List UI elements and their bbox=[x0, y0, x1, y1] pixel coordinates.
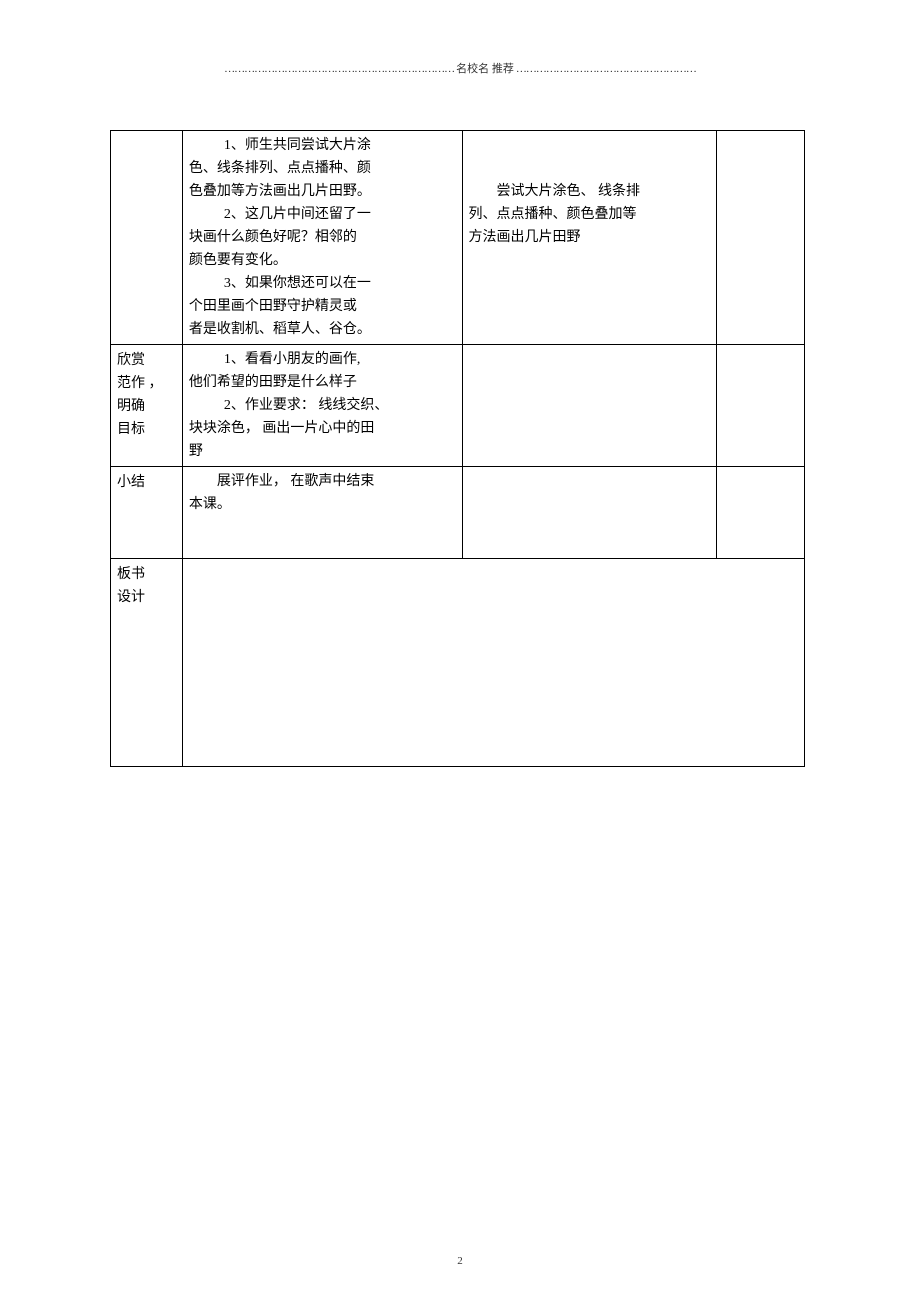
row1-col3: 尝试大片涂色、 线条排 列、点点播种、颜色叠加等 方法画出几片田野 bbox=[462, 131, 717, 345]
cell-text: 块画什么颜色好呢？相邻的 bbox=[189, 226, 456, 249]
cell-text: 2、作业要求： 线线交织、 bbox=[189, 394, 456, 417]
cell-text: 1、看看小朋友的画作, bbox=[189, 348, 456, 371]
cell-text: 列、点点播种、颜色叠加等 bbox=[469, 203, 711, 226]
cell-text: 个田里画个田野守护精灵或 bbox=[189, 295, 456, 318]
cell-text: 目标 bbox=[117, 418, 176, 441]
row1-col2: 1、师生共同尝试大片涂 色、线条排列、点点播种、颜 色叠加等方法画出几片田野。 … bbox=[182, 131, 462, 345]
cell-text: 明确 bbox=[117, 395, 176, 418]
row4-col1: 板书 设计 bbox=[111, 559, 183, 767]
cell-text: 1、师生共同尝试大片涂 bbox=[189, 134, 456, 157]
cell-text: 野 bbox=[189, 440, 456, 463]
cell-text: 颜色要有变化。 bbox=[189, 249, 456, 272]
header-dots-left: …………………………………………………………… bbox=[224, 63, 454, 75]
row2-col3 bbox=[462, 345, 717, 467]
cell-text: 方法画出几片田野 bbox=[469, 226, 711, 249]
row2-col2: 1、看看小朋友的画作, 他们希望的田野是什么样子 2、作业要求： 线线交织、 块… bbox=[182, 345, 462, 467]
page-header: ……………………………………………………………名校名 推荐……………………………… bbox=[0, 60, 920, 76]
cell-text: 欣赏 bbox=[117, 349, 176, 372]
cell-text: 色叠加等方法画出几片田野。 bbox=[189, 180, 456, 203]
cell-text: 2、这几片中间还留了一 bbox=[189, 203, 456, 226]
row4-col2 bbox=[182, 559, 804, 767]
row3-col3 bbox=[462, 467, 717, 559]
cell-text: 者是收割机、稻草人、谷仓。 bbox=[189, 318, 456, 341]
row2-col4 bbox=[717, 345, 805, 467]
cell-text: 范作 ， bbox=[117, 372, 176, 395]
row3-col4 bbox=[717, 467, 805, 559]
table-row: 欣赏 范作 ， 明确 目标 1、看看小朋友的画作, 他们希望的田野是什么样子 2… bbox=[111, 345, 805, 467]
cell-text: 块块涂色， 画出一片心中的田 bbox=[189, 417, 456, 440]
row2-col1: 欣赏 范作 ， 明确 目标 bbox=[111, 345, 183, 467]
spacer bbox=[469, 134, 711, 180]
row1-col4 bbox=[717, 131, 805, 345]
row3-col1: 小结 bbox=[111, 467, 183, 559]
lesson-plan-table: 1、师生共同尝试大片涂 色、线条排列、点点播种、颜 色叠加等方法画出几片田野。 … bbox=[110, 130, 805, 767]
cell-text: 色、线条排列、点点播种、颜 bbox=[189, 157, 456, 180]
header-dots-right: ……………………………………………… bbox=[516, 63, 696, 75]
row1-col1 bbox=[111, 131, 183, 345]
cell-text: 他们希望的田野是什么样子 bbox=[189, 371, 456, 394]
cell-text: 尝试大片涂色、 线条排 bbox=[469, 180, 711, 203]
cell-text: 展评作业， 在歌声中结束 bbox=[189, 470, 456, 493]
cell-text: 本课。 bbox=[189, 493, 456, 516]
main-table: 1、师生共同尝试大片涂 色、线条排列、点点播种、颜 色叠加等方法画出几片田野。 … bbox=[110, 130, 805, 767]
cell-text: 设计 bbox=[117, 586, 176, 609]
header-text: 名校名 推荐 bbox=[456, 60, 514, 76]
table-row: 小结 展评作业， 在歌声中结束 本课。 bbox=[111, 467, 805, 559]
table-row: 板书 设计 bbox=[111, 559, 805, 767]
table-row: 1、师生共同尝试大片涂 色、线条排列、点点播种、颜 色叠加等方法画出几片田野。 … bbox=[111, 131, 805, 345]
cell-text: 小结 bbox=[117, 471, 176, 494]
row3-col2: 展评作业， 在歌声中结束 本课。 bbox=[182, 467, 462, 559]
cell-text: 板书 bbox=[117, 563, 176, 586]
page-number: 2 bbox=[0, 1255, 920, 1267]
cell-text: 3、如果你想还可以在一 bbox=[189, 272, 456, 295]
